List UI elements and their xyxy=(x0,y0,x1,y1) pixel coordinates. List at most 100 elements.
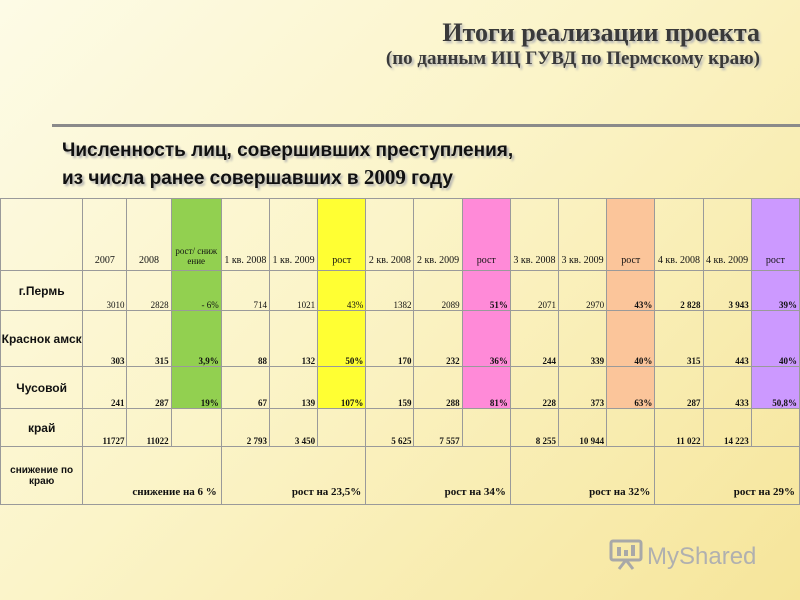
section-heading-line2: из числа ранее совершавших в 2009 году xyxy=(62,164,513,192)
table-cell: 5 625 xyxy=(365,408,415,447)
table-cell: 373 xyxy=(557,366,608,409)
table-cell: 8 255 xyxy=(509,408,560,447)
row-label: г.Пермь xyxy=(0,270,84,311)
table-cell: 244 xyxy=(509,310,560,367)
table-cell: 107% xyxy=(317,366,367,409)
header-cell: 2 кв. 2009 xyxy=(413,198,463,271)
table-row: г.Пермь 3010 2828 - 6% 714 1021 43% 1382… xyxy=(0,270,800,311)
row-label: Краснок амск xyxy=(0,310,84,367)
table-cell: 714 xyxy=(220,270,270,311)
table-cell: 39% xyxy=(750,270,800,311)
summary-cell: рост на 32% xyxy=(509,446,656,505)
header-cell: 2008 xyxy=(126,198,172,271)
table-cell: 3,9% xyxy=(170,310,222,367)
table-cell: 315 xyxy=(126,310,172,367)
table-cell: 433 xyxy=(702,366,752,409)
table-cell: 88 xyxy=(220,310,270,367)
table-cell: - 6% xyxy=(170,270,222,311)
table-cell: 232 xyxy=(413,310,463,367)
header-cell: 3 кв. 2009 xyxy=(557,198,608,271)
divider-line xyxy=(52,124,800,127)
row-label: Чусовой xyxy=(0,366,84,409)
header-cell: рост xyxy=(461,198,511,271)
heading-prefix: из числа ранее совершавших в xyxy=(62,168,364,189)
header-cell: 3 кв. 2008 xyxy=(509,198,560,271)
header-cell: рост xyxy=(317,198,367,271)
page-subtitle: (по данным ИЦ ГУВД по Пермскому краю) xyxy=(385,48,760,69)
table-cell: 2970 xyxy=(557,270,608,311)
summary-cell: рост на 29% xyxy=(654,446,800,505)
table-cell: 51% xyxy=(461,270,511,311)
table-cell: 241 xyxy=(82,366,128,409)
summary-cell: рост на 23,5% xyxy=(220,446,367,505)
table-cell: 287 xyxy=(654,366,704,409)
table-cell: 11 022 xyxy=(654,408,704,447)
table-cell: 2071 xyxy=(509,270,560,311)
table-cell: 67 xyxy=(220,366,270,409)
table-cell: 40% xyxy=(606,310,656,367)
title-block: Итоги реализации проекта (по данным ИЦ Г… xyxy=(0,18,760,70)
table-cell: 36% xyxy=(461,310,511,367)
header-cell: 4 кв. 2009 xyxy=(702,198,752,271)
table-row: Чусовой 241 287 19% 67 139 107% 159 288 … xyxy=(0,366,800,409)
heading-suffix: году xyxy=(405,168,454,189)
table-cell: 159 xyxy=(365,366,415,409)
header-cell: рост/ сниж ение xyxy=(170,198,222,271)
watermark-text: MyShared xyxy=(647,542,757,570)
table-cell: 63% xyxy=(606,366,656,409)
header-cell: 2 кв. 2008 xyxy=(365,198,415,271)
table-cell: 339 xyxy=(557,310,608,367)
table-cell: 10 944 xyxy=(557,408,608,447)
table-cell xyxy=(750,408,800,447)
table-row: Краснок амск 303 315 3,9% 88 132 50% 170… xyxy=(0,310,800,367)
table-cell: 288 xyxy=(413,366,463,409)
table-cell: 303 xyxy=(82,310,128,367)
table-cell: 1382 xyxy=(365,270,415,311)
row-label: край xyxy=(0,408,84,447)
table-cell xyxy=(461,408,511,447)
table-cell: 40% xyxy=(750,310,800,367)
section-heading: Численность лиц, совершивших преступлени… xyxy=(62,138,513,192)
table-cell: 43% xyxy=(606,270,656,311)
table-cell: 11022 xyxy=(126,408,172,447)
header-cell: 1 кв. 2008 xyxy=(220,198,270,271)
table-cell: 3 450 xyxy=(268,408,319,447)
section-heading-line1: Численность лиц, совершивших преступлени… xyxy=(62,140,514,161)
header-cell: 1 кв. 2009 xyxy=(268,198,319,271)
header-cell xyxy=(0,198,84,271)
header-row: 2007 2008 рост/ сниж ение 1 кв. 2008 1 к… xyxy=(0,198,800,271)
table-row: край 11727 11022 2 793 3 450 5 625 7 557… xyxy=(0,408,800,447)
table-cell xyxy=(170,408,222,447)
page-title: Итоги реализации проекта xyxy=(442,18,760,47)
table-cell: 2828 xyxy=(126,270,172,311)
table-cell: 50% xyxy=(317,310,367,367)
table-cell: 1021 xyxy=(268,270,319,311)
table-cell: 228 xyxy=(509,366,560,409)
table-cell: 315 xyxy=(654,310,704,367)
table-cell: 50,8% xyxy=(750,366,800,409)
summary-row: снижение по краю снижение на 6 % рост на… xyxy=(0,446,800,505)
header-cell: рост xyxy=(606,198,656,271)
table-cell: 81% xyxy=(461,366,511,409)
data-table: 2007 2008 рост/ сниж ение 1 кв. 2008 1 к… xyxy=(0,198,800,505)
table-cell: 443 xyxy=(702,310,752,367)
header-cell: 2007 xyxy=(82,198,128,271)
summary-cell: снижение на 6 % xyxy=(82,446,222,505)
table-cell: 43% xyxy=(317,270,367,311)
table-cell xyxy=(606,408,656,447)
summary-label: снижение по краю xyxy=(0,446,84,505)
summary-cell: рост на 34% xyxy=(365,446,511,505)
header-cell: 4 кв. 2008 xyxy=(654,198,704,271)
table-cell: 170 xyxy=(365,310,415,367)
table-cell: 14 223 xyxy=(702,408,752,447)
table-cell xyxy=(317,408,367,447)
table-cell: 2 828 xyxy=(654,270,704,311)
table-cell: 11727 xyxy=(82,408,128,447)
table-cell: 287 xyxy=(126,366,172,409)
table-cell: 2089 xyxy=(413,270,463,311)
table-cell: 132 xyxy=(268,310,319,367)
table-cell: 3010 xyxy=(82,270,128,311)
header-cell: рост xyxy=(750,198,800,271)
table-cell: 19% xyxy=(170,366,222,409)
table-cell: 139 xyxy=(268,366,319,409)
